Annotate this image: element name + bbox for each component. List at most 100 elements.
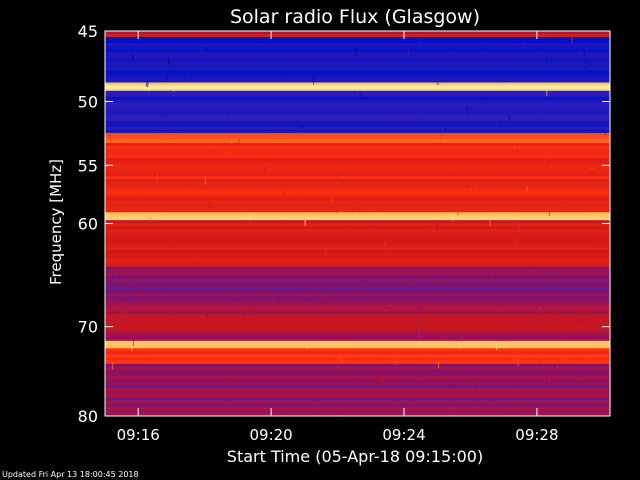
heatmap-speckle <box>347 228 348 236</box>
heatmap-speckle <box>353 91 355 95</box>
heatmap-speckle <box>155 367 157 372</box>
heatmap-speckle <box>112 272 114 278</box>
heatmap-speckle <box>392 110 394 113</box>
heatmap-speckle <box>147 79 149 88</box>
heatmap-row <box>105 334 610 339</box>
heatmap-speckle <box>384 243 386 246</box>
heatmap-speckle <box>264 287 266 294</box>
heatmap-speckle <box>518 222 520 229</box>
heatmap-speckle <box>380 213 381 219</box>
heatmap-speckle <box>283 189 285 196</box>
heatmap-row <box>105 261 610 265</box>
heatmap-speckle <box>467 107 468 115</box>
heatmap-speckle <box>329 161 331 166</box>
intensity-band <box>105 302 610 342</box>
intensity-band <box>105 220 610 257</box>
heatmap-row <box>105 43 610 47</box>
heatmap-speckle <box>132 339 134 347</box>
heatmap-row <box>105 357 610 362</box>
heatmap-speckle <box>206 313 208 318</box>
heatmap-speckle <box>528 294 530 300</box>
heatmap-speckle <box>452 214 454 221</box>
heatmap-speckle <box>329 112 331 118</box>
heatmap-speckle <box>409 399 411 403</box>
heatmap-speckle <box>285 71 286 79</box>
heatmap-speckle <box>390 329 392 335</box>
intensity-band <box>105 132 610 144</box>
heatmap-speckle <box>139 290 141 294</box>
heatmap-row <box>105 238 610 242</box>
heatmap-speckle <box>285 408 287 416</box>
x-tick-label: 09:28 <box>515 426 558 444</box>
heatmap-row <box>105 328 610 333</box>
heatmap-speckle <box>166 129 168 133</box>
heatmap-speckle <box>131 344 133 352</box>
heatmap-row <box>105 299 610 303</box>
heatmap-speckle <box>421 275 423 278</box>
heatmap-speckle <box>170 317 172 320</box>
heatmap-speckle <box>585 268 587 276</box>
heatmap-speckle <box>593 106 595 113</box>
heatmap-speckle <box>204 46 206 52</box>
heatmap-speckle <box>303 291 305 296</box>
heatmap-speckle <box>452 406 454 414</box>
heatmap-row <box>105 403 610 408</box>
heatmap-speckle <box>276 130 278 134</box>
heatmap-row <box>105 314 610 318</box>
heatmap-speckle <box>423 377 425 381</box>
heatmap-speckle <box>430 224 432 229</box>
heatmap-speckle <box>571 41 572 46</box>
heatmap-speckle <box>565 354 567 362</box>
heatmap-row <box>105 143 610 147</box>
heatmap-row <box>105 31 610 35</box>
heatmap-row <box>105 348 610 352</box>
heatmap-row <box>105 99 610 104</box>
heatmap-speckle <box>526 186 528 192</box>
heatmap-row <box>105 220 610 224</box>
heatmap-row <box>105 161 610 165</box>
heatmap-speckle <box>453 291 454 296</box>
heatmap-speckle <box>360 91 362 98</box>
heatmap-speckle <box>156 174 158 182</box>
intensity-band <box>105 143 610 213</box>
heatmap-speckle <box>482 94 484 101</box>
heatmap-row <box>105 253 610 257</box>
heatmap-speckle <box>495 121 497 128</box>
heatmap-speckle <box>571 36 573 43</box>
heatmap-row <box>105 55 610 59</box>
heatmap-row <box>105 179 610 183</box>
heatmap-speckle <box>589 355 591 361</box>
heatmap-row <box>105 49 610 53</box>
heatmap-speckle <box>604 130 606 135</box>
heatmap-speckle <box>351 207 353 213</box>
heatmap-speckle <box>420 39 422 45</box>
heatmap-speckle <box>227 112 229 116</box>
heatmap-row <box>105 64 610 68</box>
heatmap-speckle <box>587 44 589 50</box>
heatmap-row <box>105 209 610 213</box>
heatmap-speckle <box>518 390 520 397</box>
heatmap-speckle <box>407 48 409 55</box>
heatmap-speckle <box>123 366 125 371</box>
heatmap-row <box>105 136 610 141</box>
heatmap-row <box>105 397 610 402</box>
heatmap-speckle <box>479 397 481 404</box>
heatmap-row <box>105 256 610 260</box>
heatmap-speckle <box>581 321 583 325</box>
heatmap-speckle <box>525 324 527 327</box>
heatmap-row <box>105 93 610 98</box>
heatmap-row <box>105 117 610 122</box>
heatmap-row <box>105 394 610 398</box>
heatmap-speckle <box>533 264 535 269</box>
heatmap-speckle <box>301 125 303 129</box>
heatmap-row <box>105 203 610 207</box>
heatmap-row <box>105 217 610 221</box>
heatmap-speckle <box>440 137 442 141</box>
heatmap-speckle <box>233 292 235 298</box>
heatmap-speckle <box>303 122 305 126</box>
heatmap-row <box>105 90 610 95</box>
heatmap-speckle <box>382 379 384 384</box>
heatmap-speckle <box>599 242 601 248</box>
heatmap-row <box>105 173 610 177</box>
